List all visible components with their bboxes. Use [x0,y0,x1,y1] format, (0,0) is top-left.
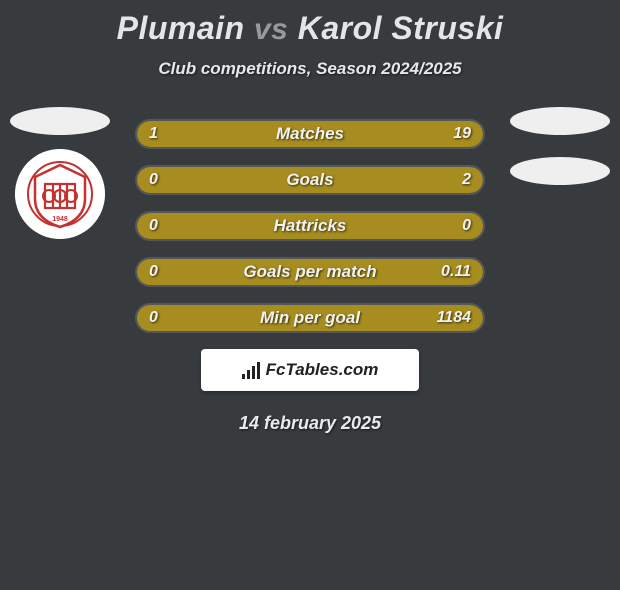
brand-text: FcTables.com [266,360,379,380]
stat-label: Min per goal [137,305,483,331]
player2-avatar-area [510,107,610,185]
brand-bars-icon [242,361,260,379]
stat-row: 00Hattricks [135,211,485,241]
stat-row: 00.11Goals per match [135,257,485,287]
vs-text: vs [254,13,288,46]
player1-club-badge: 1948 [15,149,105,239]
stat-label: Goals per match [137,259,483,285]
brand-badge: FcTables.com [201,349,419,391]
player2-ellipse-1 [510,107,610,135]
player1-avatar-area: 1948 [10,107,110,239]
stat-label: Hattricks [137,213,483,239]
comparison-content: 1948 119Matches 02Goals 00Hattricks 00.11Go… [0,119,620,434]
brand-bar [247,370,250,379]
date-text: 14 february 2025 [0,413,620,434]
player2-ellipse-2 [510,157,610,185]
comparison-title: Plumain vs Karol Struski [0,10,620,47]
player1-name: Plumain [117,10,245,46]
stat-row: 01184Min per goal [135,303,485,333]
stat-label: Goals [137,167,483,193]
stat-rows: 119Matches 02Goals 00Hattricks 00.11Goals p… [135,119,485,333]
svg-text:1948: 1948 [52,216,68,223]
subtitle: Club competitions, Season 2024/2025 [0,59,620,79]
brand-bar [257,362,260,379]
brand-bar [252,366,255,379]
brand-bar [242,374,245,379]
player2-name: Karol Struski [298,10,504,46]
club-badge-svg: 1948 [15,149,105,239]
player1-ellipse [10,107,110,135]
stat-row: 02Goals [135,165,485,195]
stat-row: 119Matches [135,119,485,149]
stat-label: Matches [137,121,483,147]
